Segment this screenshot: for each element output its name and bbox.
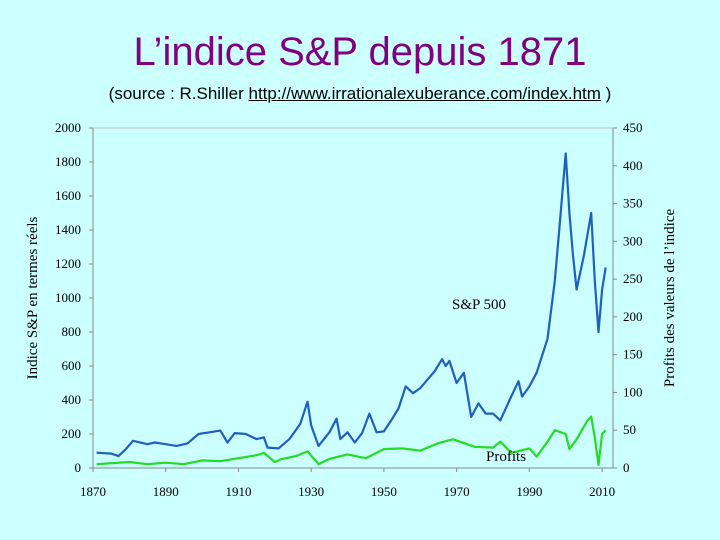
y-right-tick-label: 400 xyxy=(623,158,643,173)
profits-series-label: Profits xyxy=(486,449,526,465)
x-tick-label: 1930 xyxy=(298,484,324,499)
y-axis-left-label: Indice S&P en termes réels xyxy=(25,216,41,379)
x-tick-label: 1890 xyxy=(153,484,179,499)
source-line: (source : R.Shiller http://www.irrationa… xyxy=(0,84,720,104)
chart-axes xyxy=(92,127,614,469)
y-right-tick-label: 0 xyxy=(623,460,630,475)
y-left-tick-label: 1000 xyxy=(55,290,81,305)
y-right-tick-label: 250 xyxy=(623,271,643,286)
y-left-tick-label: 1600 xyxy=(55,188,81,203)
source-suffix: ) xyxy=(600,84,612,103)
y-left-tick-label: 1200 xyxy=(55,256,81,271)
y-left-tick-label: 200 xyxy=(62,426,82,441)
x-tick-label: 1990 xyxy=(516,484,542,499)
y-right-tick-label: 200 xyxy=(623,309,643,324)
chart-ticks: 0 200 400 600 800 1000 1200 1400 1600 1800 2000 0 50… xyxy=(55,120,643,499)
y-right-tick-label: 150 xyxy=(623,347,643,362)
x-tick-label: 1970 xyxy=(444,484,470,499)
y-left-tick-label: 1800 xyxy=(55,154,81,169)
x-tick-label: 2010 xyxy=(589,484,615,499)
y-left-tick-label: 2000 xyxy=(55,120,81,135)
y-right-tick-label: 50 xyxy=(623,422,636,437)
slide-title: L’indice S&P depuis 1871 xyxy=(133,30,587,74)
y-left-tick-label: 1400 xyxy=(55,222,81,237)
y-right-tick-label: 100 xyxy=(623,384,643,399)
x-tick-label: 1950 xyxy=(371,484,397,499)
profits-line xyxy=(96,415,607,467)
y-axis-right-label: Profits des valeurs de l’indice xyxy=(662,209,678,388)
y-left-tick-label: 600 xyxy=(62,358,82,373)
x-tick-label: 1910 xyxy=(225,484,251,499)
chart-series xyxy=(96,152,607,467)
y-right-tick-label: 450 xyxy=(623,120,643,135)
sp500-line xyxy=(96,152,607,458)
y-left-tick-label: 0 xyxy=(75,460,82,475)
source-prefix: (source : R.Shiller xyxy=(108,84,249,103)
y-right-tick-label: 300 xyxy=(623,233,643,248)
y-right-tick-label: 350 xyxy=(623,196,643,211)
y-left-tick-label: 400 xyxy=(62,392,82,407)
y-left-tick-label: 800 xyxy=(62,324,82,339)
sp500-series-label: S&P 500 xyxy=(452,297,506,313)
source-link[interactable]: http://www.irrationalexuberance.com/inde… xyxy=(248,84,601,103)
sp500-chart: 0 200 400 600 800 1000 1200 1400 1600 1800 2000 0 50… xyxy=(25,120,678,499)
x-tick-label: 1870 xyxy=(80,484,106,499)
